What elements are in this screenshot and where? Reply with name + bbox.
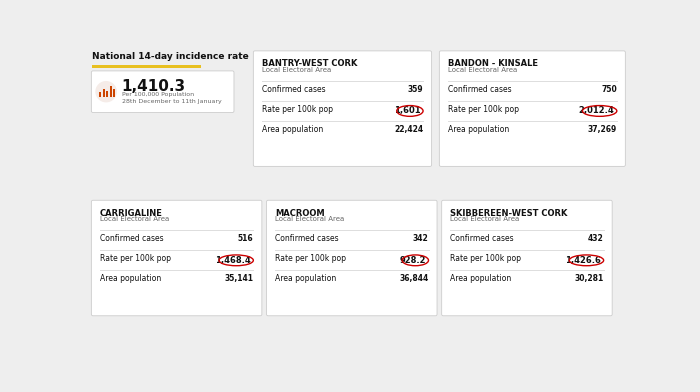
Bar xyxy=(110,86,112,97)
FancyBboxPatch shape xyxy=(253,51,432,166)
Bar xyxy=(113,89,116,97)
Text: 432: 432 xyxy=(588,234,603,243)
Text: 1,410.3: 1,410.3 xyxy=(122,80,186,94)
Text: 342: 342 xyxy=(413,234,428,243)
Text: Confirmed cases: Confirmed cases xyxy=(100,234,164,243)
Text: Rate per 100k pop: Rate per 100k pop xyxy=(275,254,346,263)
Text: Local Electoral Area: Local Electoral Area xyxy=(262,67,331,73)
Text: 2,012.4: 2,012.4 xyxy=(579,107,615,116)
Text: 28th December to 11th January: 28th December to 11th January xyxy=(122,100,221,104)
Text: Area population: Area population xyxy=(100,274,161,283)
Text: MACROOM: MACROOM xyxy=(275,209,325,218)
Text: Rate per 100k pop: Rate per 100k pop xyxy=(100,254,171,263)
FancyBboxPatch shape xyxy=(267,200,437,316)
Text: 35,141: 35,141 xyxy=(224,274,253,283)
Bar xyxy=(92,65,201,68)
Text: Rate per 100k pop: Rate per 100k pop xyxy=(450,254,522,263)
Text: Local Electoral Area: Local Electoral Area xyxy=(275,216,344,222)
FancyBboxPatch shape xyxy=(92,71,234,113)
Text: CARRIGALINE: CARRIGALINE xyxy=(100,209,163,218)
Bar xyxy=(103,89,105,97)
Text: Area population: Area population xyxy=(275,274,336,283)
Text: Confirmed cases: Confirmed cases xyxy=(450,234,514,243)
Text: 22,424: 22,424 xyxy=(394,125,423,134)
FancyBboxPatch shape xyxy=(440,51,625,166)
Text: Area population: Area population xyxy=(450,274,512,283)
Text: Per 100,000 Population: Per 100,000 Population xyxy=(122,93,194,98)
Text: 359: 359 xyxy=(407,85,423,94)
Text: Local Electoral Area: Local Electoral Area xyxy=(100,216,169,222)
Text: 928.2: 928.2 xyxy=(400,256,426,265)
Text: Local Electoral Area: Local Electoral Area xyxy=(450,216,519,222)
Text: Confirmed cases: Confirmed cases xyxy=(448,85,512,94)
Text: BANDON - KINSALE: BANDON - KINSALE xyxy=(448,59,538,68)
Text: 30,281: 30,281 xyxy=(575,274,603,283)
Text: National 14-day incidence rate: National 14-day incidence rate xyxy=(92,52,249,61)
Bar xyxy=(99,92,102,97)
Text: SKIBBEREEN-WEST CORK: SKIBBEREEN-WEST CORK xyxy=(450,209,568,218)
Text: Rate per 100k pop: Rate per 100k pop xyxy=(448,105,519,114)
FancyBboxPatch shape xyxy=(92,200,262,316)
FancyBboxPatch shape xyxy=(442,200,612,316)
Text: 36,844: 36,844 xyxy=(399,274,428,283)
Text: BANTRY-WEST CORK: BANTRY-WEST CORK xyxy=(262,59,357,68)
Text: Area population: Area population xyxy=(262,125,323,134)
Text: 37,269: 37,269 xyxy=(587,125,617,134)
Text: Rate per 100k pop: Rate per 100k pop xyxy=(262,105,333,114)
Text: 1,426.6: 1,426.6 xyxy=(566,256,601,265)
Text: Local Electoral Area: Local Electoral Area xyxy=(448,67,517,73)
Text: 516: 516 xyxy=(238,234,253,243)
Text: Confirmed cases: Confirmed cases xyxy=(275,234,339,243)
Text: 1,468.4: 1,468.4 xyxy=(216,256,251,265)
Text: 1,601: 1,601 xyxy=(394,107,421,116)
Text: Area population: Area population xyxy=(448,125,509,134)
Circle shape xyxy=(96,82,116,102)
Text: Confirmed cases: Confirmed cases xyxy=(262,85,326,94)
Bar xyxy=(106,91,108,97)
Text: 750: 750 xyxy=(601,85,617,94)
